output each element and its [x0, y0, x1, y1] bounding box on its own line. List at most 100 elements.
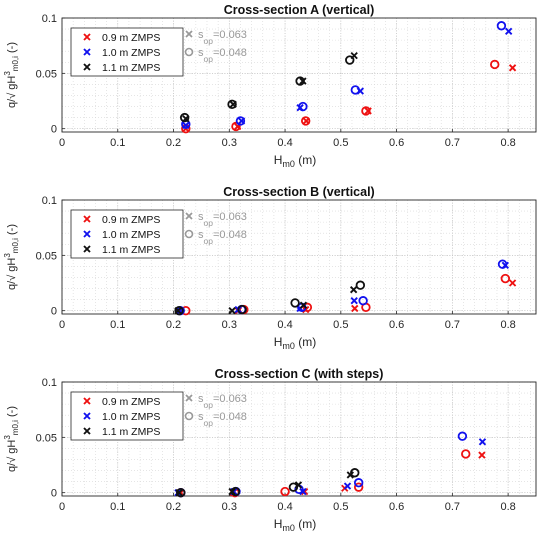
- x-tick-label: 0.1: [110, 137, 125, 149]
- point-circle-series-2: [345, 55, 355, 65]
- point-circle-series-1: [457, 431, 468, 441]
- axes-box: [61, 17, 537, 133]
- point-x-series-2: [299, 301, 308, 309]
- point-x-series-2: [182, 115, 190, 123]
- x-tick-label: 0.4: [277, 319, 292, 331]
- point-x-series-2: [229, 100, 237, 109]
- x-axis-label: Hm0 (m): [274, 517, 317, 533]
- point-x-series-1: [299, 487, 307, 496]
- x-tick-label: 0.6: [389, 319, 404, 331]
- legend-marker: [83, 412, 91, 420]
- point-circle-series-0: [280, 486, 290, 497]
- x-tick-label: 0.5: [333, 501, 348, 513]
- point-x-series-0: [302, 117, 310, 125]
- axes-box: [61, 381, 537, 497]
- point-circle-series-2: [179, 112, 190, 123]
- y-tick-label: 0.05: [36, 68, 57, 80]
- point-circle-series-2: [174, 305, 184, 316]
- legend-marker: [83, 230, 91, 238]
- point-x-series-1: [182, 121, 190, 130]
- x-tick-label: 0.2: [166, 501, 181, 513]
- x-tick-label: 0.8: [500, 319, 515, 331]
- point-circle-series-2: [237, 304, 247, 315]
- steepness-label: sop=0.063: [198, 29, 247, 46]
- y-tick-label: 0: [51, 124, 57, 136]
- point-circle-series-0: [181, 305, 191, 316]
- legend: 0.9 m ZMPS 1.0 m ZMPS 1.1 m ZMPS sop=0.063s…: [70, 27, 247, 77]
- point-x-series-0: [351, 304, 359, 313]
- x-axis-label: Hm0 (m): [274, 335, 317, 351]
- point-x-series-2: [228, 307, 236, 315]
- legend-label: 1.0 m ZMPS: [102, 47, 160, 59]
- x-tick-label: 0.7: [445, 137, 460, 149]
- steepness-marker-circle: [184, 229, 194, 239]
- legend-label: 1.0 m ZMPS: [102, 411, 160, 423]
- point-circle-series-2: [227, 99, 237, 110]
- point-circle-series-1: [358, 296, 368, 306]
- steepness-label: sop=0.063: [198, 393, 247, 410]
- point-circle-series-1: [496, 21, 507, 31]
- x-tick-label: 0.1: [110, 319, 125, 331]
- point-x-series-0: [508, 64, 517, 72]
- x-tick-label: 0.2: [166, 319, 181, 331]
- legend-marker: [83, 245, 91, 253]
- legend: 0.9 m ZMPS 1.0 m ZMPS 1.1 m ZMPS sop=0.063s…: [70, 391, 247, 441]
- point-x-series-1: [505, 27, 513, 35]
- x-tick-label: 0.3: [222, 501, 237, 513]
- chart-title: Cross-section C (with steps): [215, 367, 384, 381]
- point-circle-series-0: [500, 273, 511, 284]
- steepness-label: sop=0.048: [198, 229, 247, 246]
- x-tick-label: 0.5: [333, 319, 348, 331]
- legend-marker: [83, 427, 91, 435]
- legend-label: 0.9 m ZMPS: [102, 396, 160, 408]
- x-tick-label: 0: [59, 501, 65, 513]
- legend-marker: [83, 33, 91, 41]
- chart-panel-1: 0 0.1 0.2 0.3 0.4 0.5 0.6 0.7 0.8 0 0.05 0.1 Cross-s…: [3, 185, 537, 351]
- steepness-marker-circle: [184, 411, 194, 421]
- point-x-series-0: [478, 451, 486, 459]
- data-points: [174, 431, 487, 498]
- point-x-series-2: [350, 51, 358, 60]
- steepness-marker-x: [185, 394, 193, 402]
- steepness-marker-x: [185, 30, 193, 38]
- data-points: [179, 21, 517, 134]
- y-tick-label: 0.1: [42, 195, 57, 207]
- y-axis-label: q/√ gH3m0,i (-): [3, 406, 20, 472]
- y-axis-label: q/√ gH3m0,i (-): [3, 224, 20, 290]
- point-x-series-2: [175, 489, 183, 497]
- steepness-marker-x: [185, 212, 193, 220]
- point-circle-series-2: [350, 468, 360, 478]
- chart-panel-0: 0 0.1 0.2 0.3 0.4 0.5 0.6 0.7 0.8 0 0.05 0.1 Cross-s…: [3, 3, 537, 169]
- x-tick-label: 0.4: [277, 137, 292, 149]
- legend: 0.9 m ZMPS 1.0 m ZMPS 1.1 m ZMPS sop=0.063s…: [70, 209, 247, 259]
- x-tick-label: 0: [59, 137, 65, 149]
- point-circle-series-0: [461, 449, 471, 459]
- x-tick-label: 0.4: [277, 501, 292, 513]
- point-circle-series-0: [300, 116, 311, 126]
- point-circle-series-2: [355, 280, 366, 290]
- x-tick-label: 0.7: [445, 501, 460, 513]
- y-tick-label: 0.1: [42, 377, 57, 389]
- point-x-series-1: [296, 103, 304, 112]
- chart-title: Cross-section B (vertical): [223, 185, 374, 199]
- point-circle-series-0: [361, 106, 371, 116]
- y-tick-label: 0.05: [36, 432, 57, 444]
- legend-box: [70, 209, 184, 259]
- x-tick-label: 0.3: [222, 137, 237, 149]
- x-tick-label: 0.3: [222, 319, 237, 331]
- point-x-series-1: [343, 482, 352, 490]
- legend-label: 1.1 m ZMPS: [102, 62, 160, 74]
- legend-label: 1.1 m ZMPS: [102, 426, 160, 438]
- point-x-series-2: [349, 285, 358, 294]
- steepness-label: sop=0.048: [198, 411, 247, 428]
- y-tick-label: 0: [51, 306, 57, 318]
- point-circle-series-0: [353, 482, 364, 492]
- point-x-series-1: [237, 117, 246, 125]
- point-x-series-2: [174, 307, 182, 315]
- chart-panel-2: 0 0.1 0.2 0.3 0.4 0.5 0.6 0.7 0.8 0 0.05 0.1 Cross-s…: [3, 367, 537, 533]
- x-tick-label: 0.7: [445, 319, 460, 331]
- x-tick-label: 0.6: [389, 137, 404, 149]
- point-x-series-2: [228, 487, 236, 496]
- point-x-series-1: [350, 297, 358, 305]
- point-x-series-2: [299, 77, 307, 85]
